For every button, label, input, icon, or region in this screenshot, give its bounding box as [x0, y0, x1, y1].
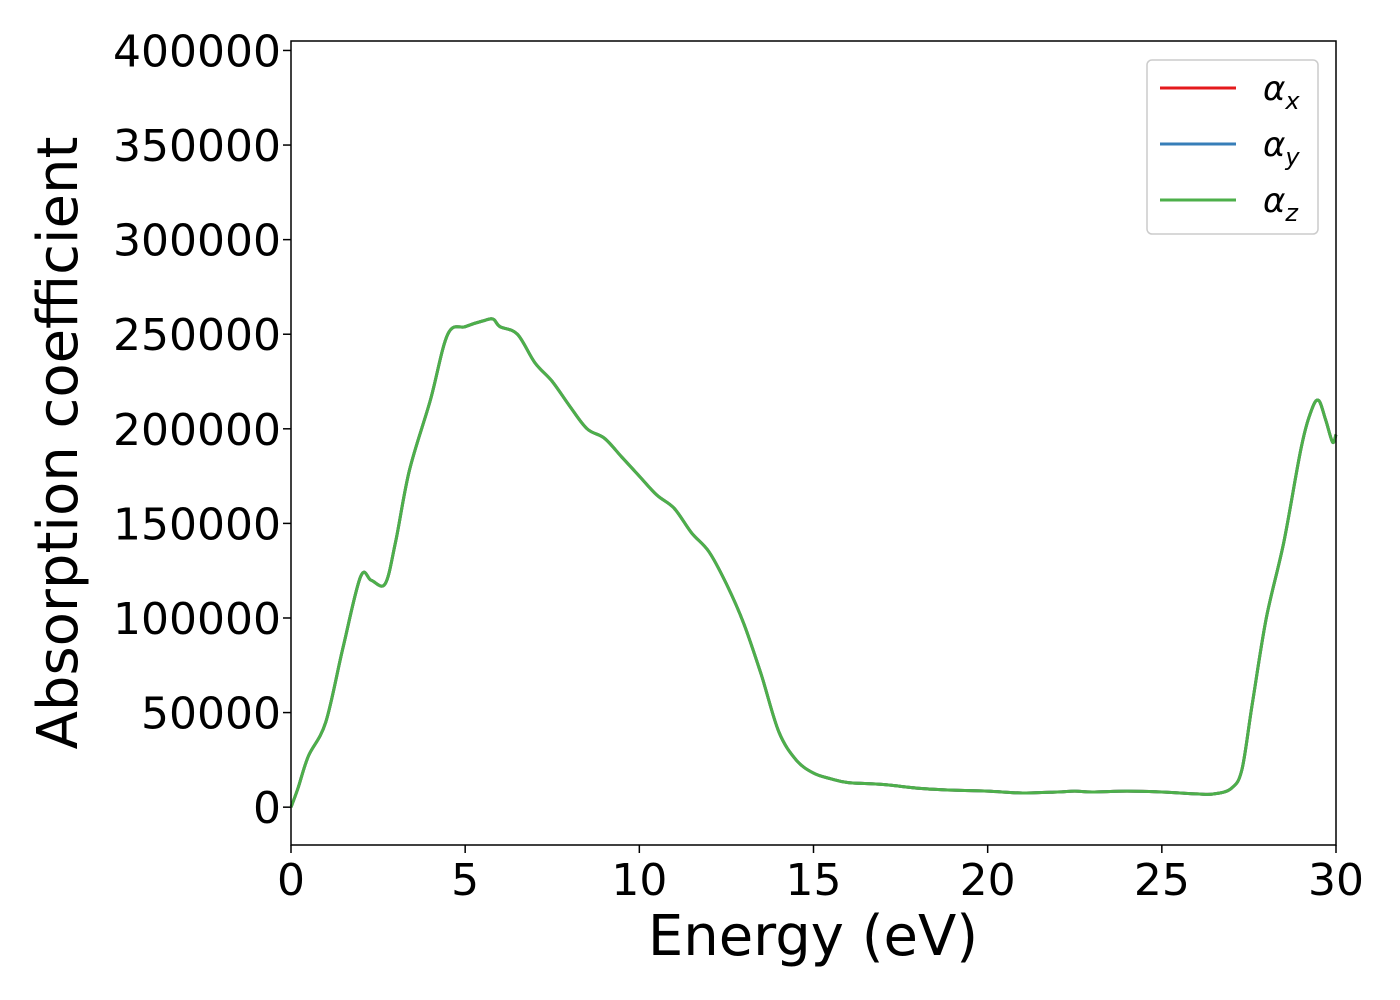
x-tick-label: 5 — [451, 855, 479, 906]
x-axis-ticks: 0 5 10 15 20 25 30 — [277, 845, 1364, 906]
series-lines — [289, 317, 1338, 808]
y-tick-label: 400000 — [113, 26, 281, 77]
x-tick-label: 25 — [1134, 855, 1190, 906]
y-tick-label: 300000 — [113, 216, 281, 267]
x-tick-label: 20 — [960, 855, 1016, 906]
legend-subscript: y — [1284, 143, 1300, 171]
legend-symbol: α — [1263, 181, 1285, 221]
y-tick-label: 350000 — [113, 121, 281, 172]
y-tick-label: 100000 — [113, 594, 281, 645]
x-axis-title: Energy (eV) — [648, 904, 978, 969]
series-line-z — [289, 317, 1338, 808]
x-tick-label: 30 — [1308, 855, 1364, 906]
legend-subscript: x — [1284, 87, 1300, 115]
legend-label-y: αy — [1263, 125, 1300, 171]
y-tick-label: 250000 — [113, 310, 281, 361]
legend-symbol: α — [1263, 69, 1285, 109]
x-tick-label: 15 — [786, 855, 842, 906]
legend-label-z: αz — [1263, 181, 1299, 227]
y-tick-label: 200000 — [113, 405, 281, 456]
series-line-y — [289, 317, 1338, 808]
y-axis-ticks: 0 50000 100000 150000 200000 250000 300000 3500… — [113, 26, 291, 834]
legend-symbol: α — [1263, 125, 1285, 165]
legend-label-x: αx — [1263, 69, 1300, 115]
plot-frame — [290, 40, 1337, 846]
legend-box — [1146, 59, 1319, 235]
x-tick-label: 0 — [277, 855, 305, 906]
x-tick-label: 10 — [611, 855, 667, 906]
legend-subscript: z — [1284, 199, 1299, 227]
y-tick-label: 50000 — [141, 689, 281, 740]
y-tick-label: 150000 — [113, 499, 281, 550]
y-axis-title: Absorption coefficient — [26, 137, 91, 750]
y-tick-label: 0 — [253, 783, 281, 834]
series-line-x — [289, 317, 1338, 808]
